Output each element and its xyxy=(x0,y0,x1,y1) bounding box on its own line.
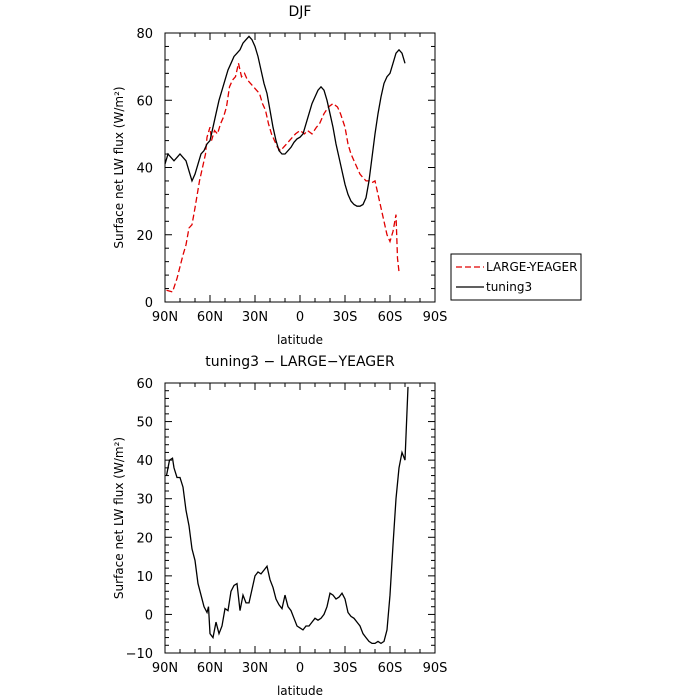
chart-title: tuning3 − LARGE−YEAGER xyxy=(205,354,395,370)
y-tick-label: 60 xyxy=(136,94,153,109)
x-tick-label: 60S xyxy=(378,661,403,676)
chart-panel-difference: tuning3 − LARGE−YEAGER 90N 60N 30N 0 30S 60S 90… xyxy=(112,354,447,698)
x-tick-label: 0 xyxy=(296,310,304,325)
legend-label: tuning3 xyxy=(486,280,532,294)
series-line-tuning3 xyxy=(164,35,406,207)
legend-label: LARGE-YEAGER xyxy=(486,260,577,274)
x-tick-label: 30N xyxy=(242,310,268,325)
y-tick-label: 30 xyxy=(136,493,153,508)
legend-box xyxy=(450,253,582,301)
y-tick-label: 20 xyxy=(136,531,153,546)
y-tick-label: 10 xyxy=(136,570,153,585)
plot-frame xyxy=(164,32,436,303)
x-tick-label: 60N xyxy=(197,661,223,676)
y-tick-label: 40 xyxy=(136,454,153,469)
legend: LARGE-YEAGER tuning3 xyxy=(450,253,582,301)
x-tick-label: 90S xyxy=(423,661,448,676)
series-line-difference xyxy=(165,386,409,645)
y-axis-label: Surface net LW flux (W/m²) xyxy=(112,437,126,599)
y-tick-label: −10 xyxy=(126,647,153,662)
x-axis-label: latitude xyxy=(277,333,323,347)
y-tick-label: 80 xyxy=(136,27,153,42)
x-axis-label: latitude xyxy=(277,684,323,698)
x-tick-label: 60S xyxy=(378,310,403,325)
y-tick-label: 0 xyxy=(145,296,153,311)
y-tick-label: 60 xyxy=(136,377,153,392)
x-tick-label: 0 xyxy=(296,661,304,676)
x-tick-label: 30S xyxy=(333,310,358,325)
y-axis-label: Surface net LW flux (W/m²) xyxy=(112,86,126,248)
x-tick-label: 30N xyxy=(242,661,268,676)
y-tick-label: 50 xyxy=(136,416,153,431)
series-line-large-yeager xyxy=(166,63,400,293)
x-tick-label: 90N xyxy=(152,310,178,325)
chart-title: DJF xyxy=(289,4,312,20)
chart-panel-djf: DJF 90N 60N 30N 0 30S 60S 90S 0 20 40 60 80 latitude S… xyxy=(112,4,582,347)
x-tick-label: 60N xyxy=(197,310,223,325)
y-tick-label: 0 xyxy=(145,608,153,623)
y-tick-label: 20 xyxy=(136,229,153,244)
x-tick-label: 30S xyxy=(333,661,358,676)
x-tick-label: 90S xyxy=(423,310,448,325)
x-tick-label: 90N xyxy=(152,661,178,676)
y-tick-label: 40 xyxy=(136,162,153,177)
